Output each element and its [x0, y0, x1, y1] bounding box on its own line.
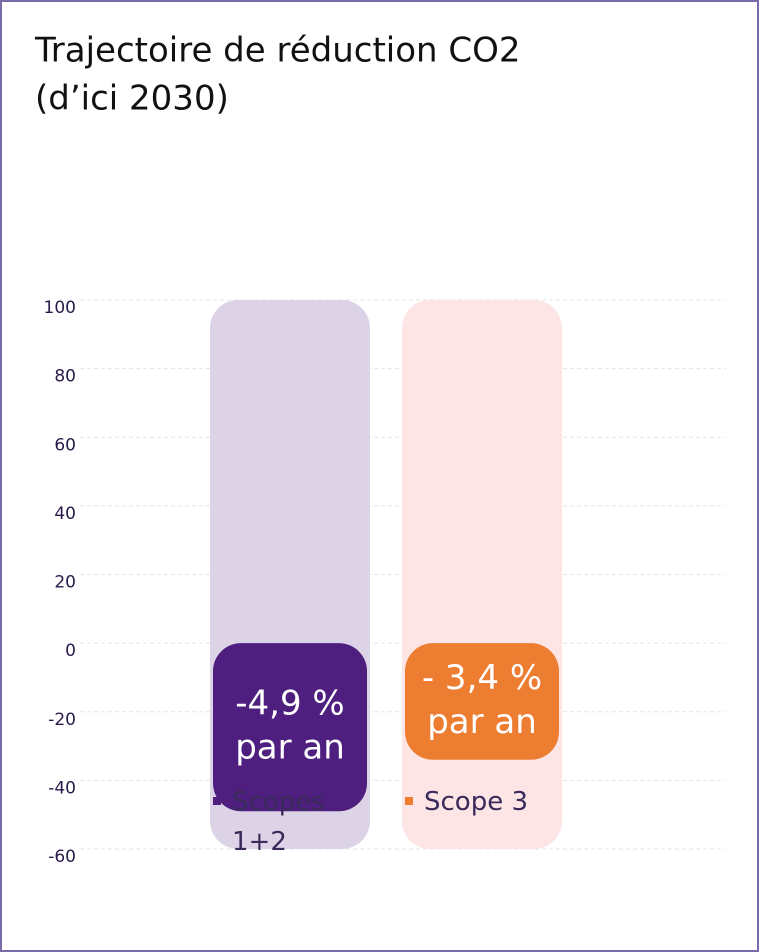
y-tick-label: 20 [54, 573, 76, 593]
bar-background [402, 300, 562, 849]
bar [213, 643, 367, 812]
bar-annotation: par an [235, 728, 345, 768]
y-tick-label: 100 [44, 298, 76, 318]
y-tick-label: 80 [54, 367, 76, 387]
y-tick-label: 40 [54, 504, 76, 524]
legend-item: Scope 3 [405, 782, 574, 822]
legend-swatch [213, 797, 221, 805]
y-tick-label: 60 [54, 435, 76, 455]
chart-title: Trajectoire de réduction CO2 [34, 31, 521, 71]
y-tick-label: -40 [48, 778, 76, 798]
y-tick-label: 0 [65, 641, 76, 661]
bar-annotation: par an [427, 702, 537, 742]
legend-swatch [405, 797, 413, 805]
chart-title: (d’ici 2030) [35, 79, 229, 119]
legend-label: Scope 3 [424, 787, 529, 817]
legend-label: Scopes 1+2 [232, 787, 325, 857]
bar-annotation: - 3,4 % [422, 658, 542, 698]
bar-annotation: -4,9 % [235, 684, 344, 724]
y-tick-label: -20 [48, 710, 76, 730]
y-tick-label: -60 [48, 847, 76, 867]
legend-item: Scopes 1+2 [213, 782, 344, 862]
bar [405, 643, 559, 760]
